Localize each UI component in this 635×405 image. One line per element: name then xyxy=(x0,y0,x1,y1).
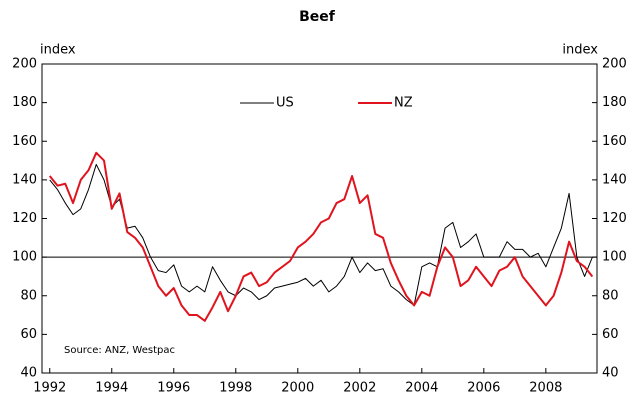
y2-tick-label: 120 xyxy=(602,211,627,226)
y-tick-label: 80 xyxy=(20,288,37,303)
y-tick-label: 120 xyxy=(12,211,37,226)
y-tick-label: 160 xyxy=(12,134,37,149)
y2-tick-label: 40 xyxy=(602,366,619,381)
x-tick-label: 2002 xyxy=(343,381,376,396)
source-note: Source: ANZ, Westpac xyxy=(64,345,175,356)
legend-label: NZ xyxy=(394,96,413,111)
y-tick-label: 140 xyxy=(12,172,37,187)
y2-axis-label: index xyxy=(562,43,598,58)
y-tick-label: 180 xyxy=(12,95,37,110)
y2-tick-label: 60 xyxy=(602,327,619,342)
y-tick-label: 200 xyxy=(12,57,37,72)
y2-tick-label: 80 xyxy=(602,288,619,303)
y2-tick-label: 160 xyxy=(602,134,627,149)
x-tick-label: 2004 xyxy=(405,381,438,396)
y2-tick-label: 180 xyxy=(602,95,627,110)
line-series xyxy=(48,151,594,322)
y-tick-label: 40 xyxy=(20,366,37,381)
x-tick-label: 2008 xyxy=(529,381,562,396)
x-tick-label: 1992 xyxy=(33,381,66,396)
y2-tick-label: 200 xyxy=(602,57,627,72)
chart-title: Beef xyxy=(299,9,336,25)
y2-tick-label: 140 xyxy=(602,172,627,187)
line-series xyxy=(49,163,593,306)
y-tick-label: 100 xyxy=(12,250,37,265)
legend-label: US xyxy=(276,96,294,111)
x-tick-label: 1994 xyxy=(95,381,128,396)
y-tick-label: 60 xyxy=(20,327,37,342)
x-tick-label: 1998 xyxy=(219,381,252,396)
x-tick-label: 2006 xyxy=(467,381,500,396)
y2-tick-label: 100 xyxy=(602,250,627,265)
x-tick-label: 1996 xyxy=(157,381,190,396)
y-axis-label: index xyxy=(40,43,76,58)
x-tick-label: 2000 xyxy=(281,381,314,396)
